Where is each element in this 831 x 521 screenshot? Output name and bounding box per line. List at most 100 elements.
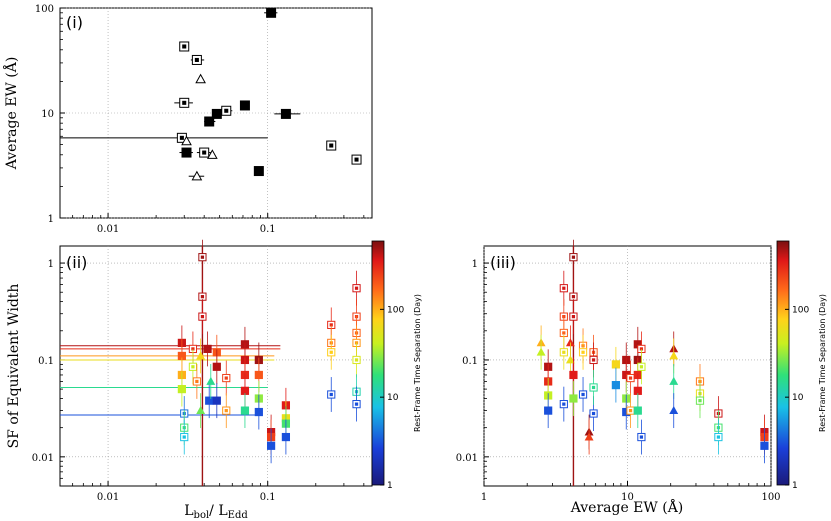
panel-i: 0.01 0.1 1 10 100 (i) Average EW (Å): [2, 4, 373, 235]
colorbar-tick-label: 1: [387, 481, 393, 491]
data-point-open-core: [182, 44, 187, 49]
data-point-filled: [211, 108, 222, 119]
y-tick-label: 0.1: [462, 356, 478, 367]
y-axis-label: Average EW (Å): [2, 57, 20, 171]
data-point-open-core: [562, 286, 566, 290]
colorbar-tick-label: 10: [792, 393, 804, 403]
data-point-filled: [266, 7, 277, 18]
data-point-open-core: [191, 347, 195, 351]
colorbar-gradient: [371, 240, 385, 486]
data-point-filled: [254, 370, 263, 380]
data-point-filled: [254, 407, 263, 417]
panel-label-ii: (ii): [66, 253, 87, 272]
error-lines: [60, 246, 281, 486]
data-point-filled: [212, 396, 221, 405]
data-point-open-core: [329, 323, 333, 327]
data-point-open-core: [354, 286, 359, 290]
axis-ticks: 0.01 0.1 1 10 100: [35, 4, 365, 235]
data-point-filled: [181, 147, 192, 158]
data-point-open-core: [628, 408, 633, 413]
data-point-filled: [633, 406, 642, 415]
data-point-open-core: [195, 379, 199, 384]
data-marks: [60, 7, 362, 181]
data-point-filled: [611, 360, 620, 369]
data-point-filled: [204, 116, 215, 127]
x-label-sub-edd: Edd: [228, 510, 249, 521]
data-point-open-core: [224, 408, 228, 413]
axis-ticks: 1 10 100 0.01 0.1 1: [456, 259, 781, 503]
x-tick-label: 0.1: [260, 492, 276, 503]
data-point-open-core: [224, 108, 229, 113]
data-point-filled: [266, 441, 276, 450]
data-point-filled: [205, 396, 214, 405]
data-point-filled: [569, 370, 578, 380]
data-point-triangle: [196, 405, 206, 414]
data-point-triangle: [191, 170, 203, 181]
y-tick-label: 1: [48, 214, 54, 225]
data-point-open-core: [562, 350, 566, 354]
colorbar-tick-label: 100: [792, 305, 809, 315]
data-point-filled: [239, 100, 250, 111]
y-tick-label: 0.01: [32, 453, 54, 464]
x-label-L2: L: [218, 503, 227, 519]
y-axis-label: SF of Equivalent Width: [6, 284, 22, 449]
data-point-triangle: [536, 347, 546, 356]
data-point-open-core: [200, 315, 205, 319]
axis-ticks: 0.01 0.1 0.01 0.1 1: [32, 259, 365, 503]
data-point-open-core: [202, 150, 207, 155]
colorbar-tick-label: 10: [387, 393, 399, 403]
colorbar-tick-label: 100: [387, 305, 404, 315]
y-tick-label: 0.01: [456, 453, 478, 464]
data-point-filled: [253, 166, 264, 177]
data-point-filled: [544, 406, 553, 415]
data-marks: [177, 239, 361, 464]
y-tick-label: 1: [472, 259, 478, 270]
data-point-open-core: [329, 143, 334, 148]
data-point-open-core: [591, 358, 596, 362]
data-point-open-core: [562, 331, 566, 335]
data-point-open-core: [200, 295, 205, 299]
data-point-open-core: [182, 100, 187, 105]
data-point-open-core: [639, 365, 644, 369]
data-point-open-core: [571, 295, 576, 299]
x-label-L: L: [184, 503, 193, 519]
y-tick-label: 10: [41, 109, 54, 120]
colorbar: 1 10 100 Rest-Frame Time Separation (Day): [776, 240, 827, 491]
data-point-open-core: [329, 392, 333, 397]
data-point-open-core: [182, 435, 186, 439]
data-point-triangle: [181, 135, 192, 146]
data-point-open-core: [354, 157, 359, 162]
data-point-open-core: [639, 435, 644, 439]
data-point-open-core: [354, 402, 359, 406]
data-point-filled: [212, 362, 221, 371]
colorbar-label: Rest-Frame Time Separation (Day): [818, 294, 827, 432]
data-point-triangle: [196, 351, 206, 360]
data-point-open-core: [591, 411, 596, 416]
data-point-open-core: [200, 255, 205, 259]
data-point-open-core: [194, 57, 199, 62]
data-point-triangle: [669, 405, 679, 414]
data-point-filled: [569, 394, 578, 403]
data-point-open-core: [179, 135, 184, 140]
data-point-open-core: [224, 376, 228, 380]
x-label-slash: /: [209, 503, 218, 519]
data-point-filled: [203, 344, 212, 354]
x-axis-label: Average EW (Å): [570, 498, 684, 516]
x-tick-label: 1: [481, 492, 487, 503]
colorbar: 1 10 100 Rest-Frame Time Separation (Day): [371, 240, 422, 491]
x-tick-label: 0.01: [97, 492, 119, 503]
data-point-triangle: [584, 432, 594, 441]
data-point-open-core: [698, 399, 702, 403]
data-point-filled: [611, 381, 620, 390]
data-point-open-core: [628, 376, 633, 380]
data-point-filled: [280, 108, 291, 119]
data-point-open-core: [562, 402, 566, 406]
data-point-open-core: [571, 255, 576, 259]
x-tick-label: 10: [621, 492, 634, 503]
data-point-triangle: [206, 376, 216, 385]
data-point-open-core: [581, 392, 585, 397]
x-tick-label: 100: [761, 492, 780, 503]
panel-label-i: (i): [66, 13, 83, 32]
